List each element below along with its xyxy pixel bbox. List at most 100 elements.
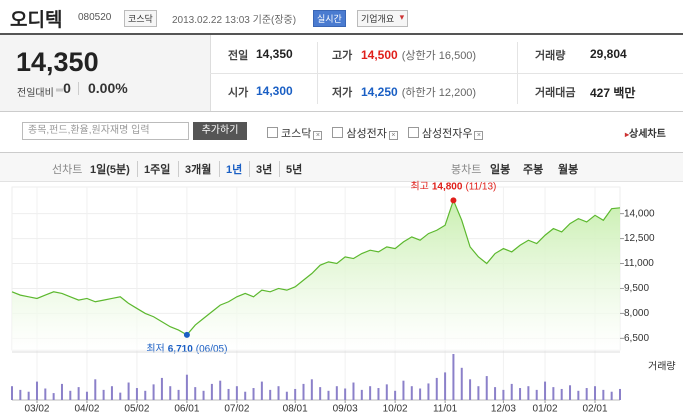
quote-label: 저가 bbox=[332, 87, 353, 99]
add-button[interactable]: 추가하기 bbox=[193, 122, 247, 140]
volume-bar bbox=[85, 391, 88, 400]
divider bbox=[78, 82, 79, 95]
x-tick-label: 06/01 bbox=[174, 404, 199, 415]
y-tick-label: 14,000 bbox=[624, 208, 655, 219]
volume-bar bbox=[310, 379, 313, 400]
low-date: (06/05) bbox=[196, 344, 228, 355]
compare-name: 삼성전자 bbox=[346, 128, 387, 140]
col-rule bbox=[317, 42, 318, 104]
volume-bar bbox=[27, 391, 30, 400]
y-tick-label: 9,500 bbox=[624, 283, 649, 294]
volume-bar bbox=[319, 387, 322, 400]
volume-bar bbox=[394, 390, 397, 400]
volume-bar bbox=[369, 386, 372, 400]
checkbox[interactable] bbox=[332, 127, 344, 138]
quote-label: 고가 bbox=[332, 50, 353, 62]
quote-value: 14,350 bbox=[256, 47, 293, 61]
quote-value: 14,500 (상한가 16,500) bbox=[361, 47, 476, 63]
volume-bar bbox=[410, 386, 413, 400]
change-value: 0 bbox=[63, 80, 71, 96]
volume-bar bbox=[552, 387, 555, 400]
compare-item[interactable]: 삼성전자 × bbox=[332, 127, 398, 140]
high-date: (11/13) bbox=[465, 181, 496, 192]
volume-bar bbox=[435, 377, 438, 400]
candle-tab[interactable]: 월봉 bbox=[558, 164, 579, 176]
remove-icon[interactable]: × bbox=[313, 131, 323, 140]
volume-bar bbox=[69, 390, 72, 400]
volume-bar bbox=[252, 388, 255, 400]
quote-number: 14,250 bbox=[361, 85, 398, 99]
high-annotation: 최고 14,800 (11/13) bbox=[410, 180, 496, 192]
quote-value: 14,250 (하한가 12,200) bbox=[361, 84, 476, 100]
tab-bar bbox=[0, 152, 683, 182]
volume-bar bbox=[585, 388, 588, 400]
volume-bar bbox=[344, 388, 347, 400]
volume-bar bbox=[227, 388, 230, 400]
realtime-button[interactable]: 실시간 bbox=[313, 10, 346, 27]
low-marker bbox=[183, 331, 190, 338]
volume-bar bbox=[327, 390, 330, 400]
x-tick-label: 03/02 bbox=[24, 404, 49, 415]
volume-bar bbox=[127, 382, 130, 400]
tab-label: 선차트 bbox=[52, 164, 83, 176]
volume-bar bbox=[452, 354, 455, 400]
volume-bar bbox=[619, 388, 621, 400]
volume-bar bbox=[527, 386, 530, 400]
x-tick-label: 12/03 bbox=[491, 404, 516, 415]
volume-bar bbox=[35, 381, 38, 400]
period-tab[interactable]: 5년 bbox=[279, 161, 302, 177]
volume-label: 거래량 bbox=[648, 361, 676, 373]
current-price: 14,350 bbox=[16, 47, 99, 77]
period-tab[interactable]: 3년 bbox=[249, 161, 272, 177]
volume-bar bbox=[352, 382, 355, 400]
period-tab[interactable]: 3개월 bbox=[178, 161, 211, 177]
compare-item[interactable]: 삼성전자우 × bbox=[407, 127, 484, 140]
candle-tab[interactable]: 일봉 bbox=[490, 164, 511, 176]
volume-bar bbox=[485, 376, 488, 400]
period-tab[interactable]: 1일(5분) bbox=[90, 164, 130, 176]
change: ═0 bbox=[56, 80, 71, 96]
compare-item[interactable]: 코스닥 × bbox=[267, 127, 323, 140]
volume-bar bbox=[560, 388, 563, 400]
volume-bar bbox=[360, 389, 363, 400]
volume-bar bbox=[594, 386, 597, 400]
volume-bar bbox=[419, 388, 422, 400]
period-tab[interactable]: 1년 bbox=[219, 161, 242, 177]
volume-bar bbox=[502, 389, 505, 400]
volume-bar bbox=[385, 384, 388, 400]
volume-bar bbox=[469, 379, 472, 400]
period-tab[interactable]: 1주일 bbox=[137, 161, 170, 177]
volume-bar bbox=[269, 389, 272, 400]
remove-icon[interactable]: × bbox=[474, 131, 484, 140]
low-value: 6,710 bbox=[168, 344, 193, 355]
quote-value: 427 백만 bbox=[590, 84, 635, 101]
volume-bar bbox=[102, 389, 105, 400]
x-tick-label: 10/02 bbox=[383, 404, 408, 415]
high-value: 14,800 bbox=[432, 181, 463, 192]
y-tick-label: 6,500 bbox=[624, 333, 649, 344]
volume-bar bbox=[235, 386, 238, 400]
compare-name: 삼성전자우 bbox=[421, 128, 473, 140]
y-tick-label: 8,000 bbox=[624, 308, 649, 319]
checkbox[interactable] bbox=[407, 127, 419, 138]
y-tick-label: 11,000 bbox=[624, 258, 654, 269]
remove-icon[interactable]: × bbox=[388, 131, 398, 140]
detail-chart-link[interactable]: ▸상세차트 bbox=[625, 129, 666, 140]
price-panel bbox=[0, 35, 211, 111]
volume-bar bbox=[244, 391, 247, 400]
high-label: 최고 bbox=[410, 180, 428, 192]
search-input[interactable]: 종목,펀드,환율,원자재명 입력 bbox=[22, 122, 189, 140]
company-info-button[interactable]: 기업개요 ▾ bbox=[357, 10, 409, 27]
change-rate: 0.00% bbox=[88, 80, 128, 96]
volume-bar bbox=[427, 383, 430, 400]
price-line bbox=[11, 198, 621, 336]
volume-bar bbox=[77, 387, 80, 400]
volume-bar bbox=[144, 390, 147, 400]
row-rule bbox=[210, 73, 683, 74]
volume-bar bbox=[202, 390, 205, 400]
volume-bar bbox=[510, 383, 513, 400]
checkbox[interactable] bbox=[267, 127, 278, 138]
quote-note: (하한가 12,200) bbox=[401, 87, 477, 99]
candle-tab[interactable]: 주봉 bbox=[523, 164, 544, 176]
